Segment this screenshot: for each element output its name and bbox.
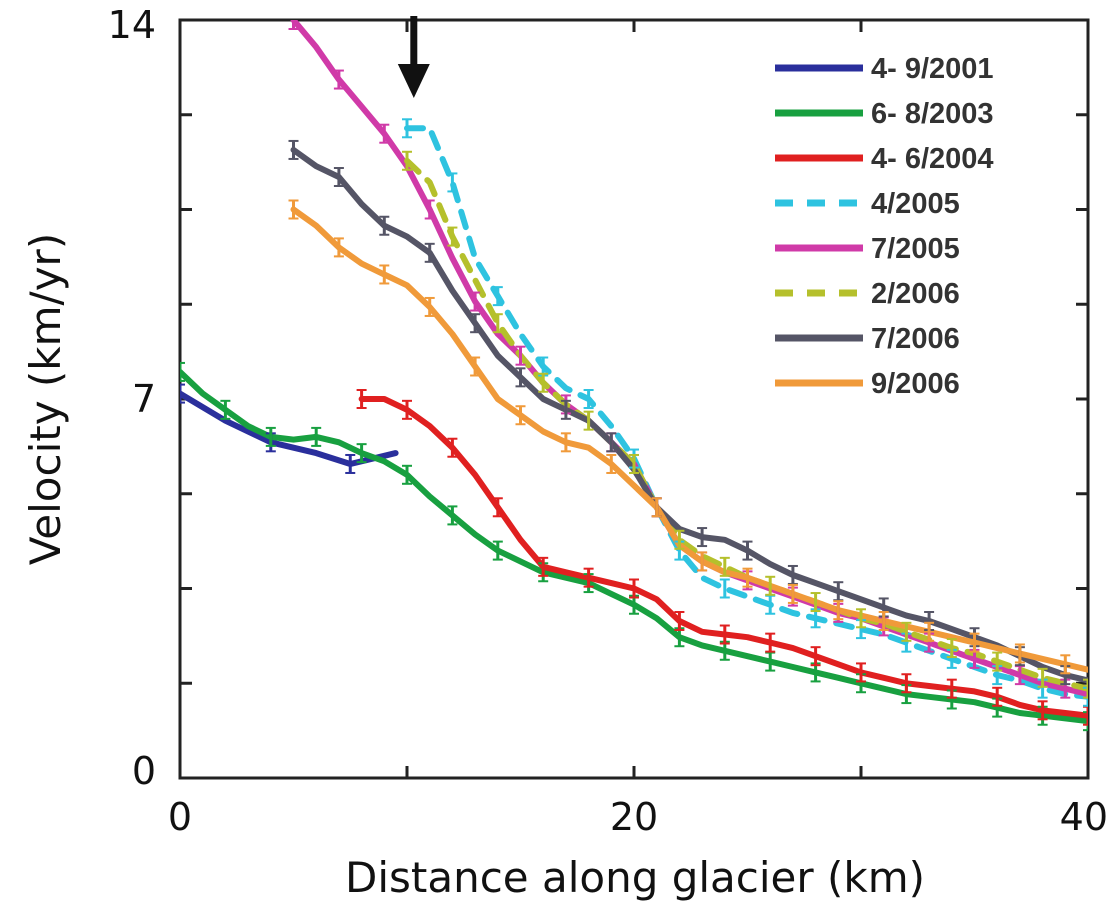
tick-labels: 0 20 40 0 7 14 (108, 3, 1108, 839)
legend-label: 2/2006 (871, 278, 960, 310)
marker-layer (180, 20, 1088, 732)
y-tick-label: 0 (132, 749, 156, 793)
y-tick-label: 7 (132, 377, 156, 421)
y-axis-title: Velocity (km/yr) (21, 233, 70, 565)
legend-label: 9/2006 (871, 368, 960, 400)
x-tick-label: 0 (168, 795, 192, 839)
legend-label: 4/2005 (871, 188, 960, 220)
arrow-down-icon (397, 64, 430, 98)
legend-label: 4- 6/2004 (871, 143, 994, 175)
plot-frame (178, 18, 1090, 780)
legend-label: 7/2006 (871, 323, 960, 355)
x-axis-title: Distance along glacier (km) (345, 853, 925, 902)
legend-label: 4- 9/2001 (871, 53, 994, 85)
legend: 4- 9/2001 6- 8/2003 4- 6/2004 4/2005 7/2005 2… (775, 53, 994, 400)
x-tick-label: 20 (610, 795, 658, 839)
x-tick-label: 40 (1060, 795, 1108, 839)
y-tick-label: 14 (108, 3, 156, 47)
series-line (290, 146, 1088, 684)
legend-label: 7/2005 (871, 233, 960, 265)
annotation-layer (397, 16, 430, 98)
legend-label: 6- 8/2003 (871, 98, 994, 130)
